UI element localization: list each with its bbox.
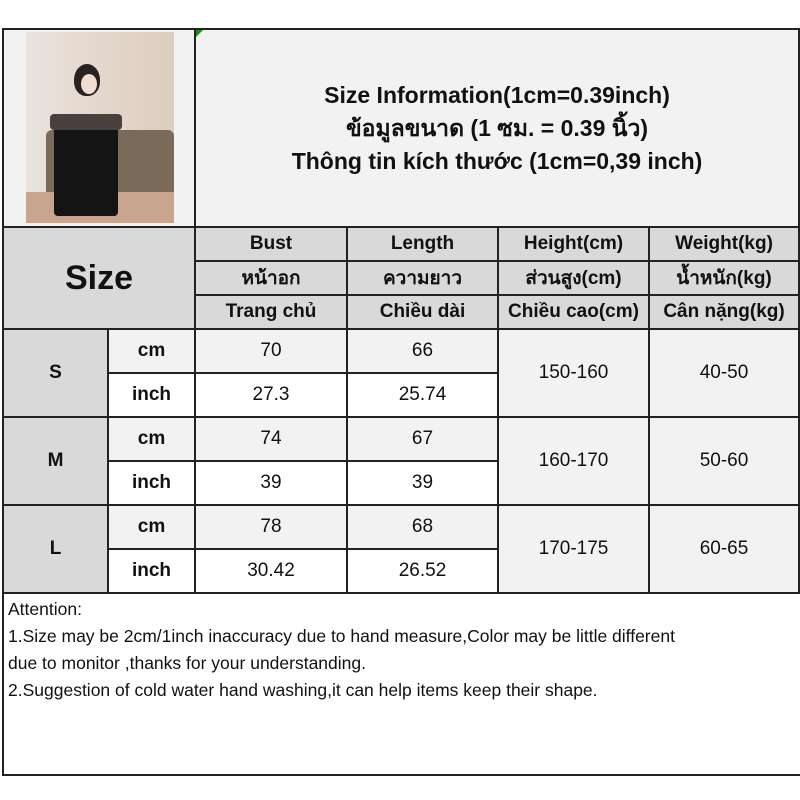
- col-length-en: Length: [346, 226, 499, 262]
- col-weight-th: น้ำหนัก(kg): [647, 260, 800, 296]
- cell-marker-icon: [196, 30, 203, 37]
- bust-inch: 39: [194, 460, 348, 506]
- size-header: Size: [2, 226, 196, 330]
- col-length-vi: Chiều dài: [346, 294, 499, 330]
- col-height-en: Height(cm): [497, 226, 650, 262]
- col-bust-th: หน้าอก: [194, 260, 348, 296]
- unit-cm: cm: [107, 328, 196, 374]
- title-en: Size Information(1cm=0.39inch): [324, 81, 670, 108]
- bust-inch: 30.42: [194, 548, 348, 594]
- col-bust-en: Bust: [194, 226, 348, 262]
- table-row: inch 30.42 26.52: [3, 548, 799, 594]
- bust-inch: 27.3: [194, 372, 348, 418]
- height-range: 150-160: [497, 328, 650, 418]
- height-range: 160-170: [497, 416, 650, 506]
- bust-cm: 74: [194, 416, 348, 462]
- length-cm: 66: [346, 328, 499, 374]
- weight-range: 60-65: [647, 504, 800, 594]
- col-length-th: ความยาว: [346, 260, 499, 296]
- length-cm: 68: [346, 504, 499, 550]
- unit-inch: inch: [107, 372, 196, 418]
- attention-heading: Attention:: [8, 599, 82, 619]
- unit-cm: cm: [107, 416, 196, 462]
- table-row: inch 39 39: [3, 460, 799, 506]
- size-label: S: [2, 328, 109, 418]
- attention-line-2: 2.Suggestion of cold water hand washing,…: [8, 680, 598, 700]
- size-label: L: [2, 504, 109, 594]
- product-photo-cell: [2, 28, 196, 228]
- title-vi: Thông tin kích thước (1cm=0,39 inch): [291, 147, 703, 174]
- bust-cm: 78: [194, 504, 348, 550]
- table-row: S cm 70 66 150-160 40-50: [2, 328, 800, 418]
- col-height-vi: Chiều cao(cm): [497, 294, 650, 330]
- table-row: M cm 74 67 160-170 50-60: [2, 416, 800, 506]
- bust-cm: 70: [194, 328, 348, 374]
- col-height-th: ส่วนสูง(cm): [497, 260, 650, 296]
- col-weight-vi: Cân nặng(kg): [647, 294, 800, 330]
- attention-notes: Attention: 1.Size may be 2cm/1inch inacc…: [2, 592, 800, 776]
- height-range: 170-175: [497, 504, 650, 594]
- length-inch: 39: [346, 460, 499, 506]
- col-bust-vi: Trang chủ: [194, 294, 348, 330]
- unit-inch: inch: [107, 460, 196, 506]
- length-cm: 67: [346, 416, 499, 462]
- product-photo: [26, 32, 174, 223]
- attention-line-1: 1.Size may be 2cm/1inch inaccuracy due t…: [8, 626, 675, 646]
- attention-line-1b: due to monitor ,thanks for your understa…: [8, 653, 366, 673]
- size-label: M: [2, 416, 109, 506]
- weight-range: 40-50: [647, 328, 800, 418]
- table-row: inch 27.3 25.74: [3, 372, 799, 418]
- length-inch: 25.74: [346, 372, 499, 418]
- title-cell: Size Information(1cm=0.39inch) ข้อมูลขนา…: [193, 28, 800, 228]
- title-th: ข้อมูลขนาด (1 ซม. = 0.39 นิ้ว): [345, 114, 649, 141]
- unit-cm: cm: [107, 504, 196, 550]
- length-inch: 26.52: [346, 548, 499, 594]
- col-weight-en: Weight(kg): [647, 226, 800, 262]
- weight-range: 50-60: [647, 416, 800, 506]
- unit-inch: inch: [107, 548, 196, 594]
- size-chart-table: Size Information(1cm=0.39inch) ข้อมูลขนา…: [2, 28, 800, 594]
- table-row: L cm 78 68 170-175 60-65: [2, 504, 800, 594]
